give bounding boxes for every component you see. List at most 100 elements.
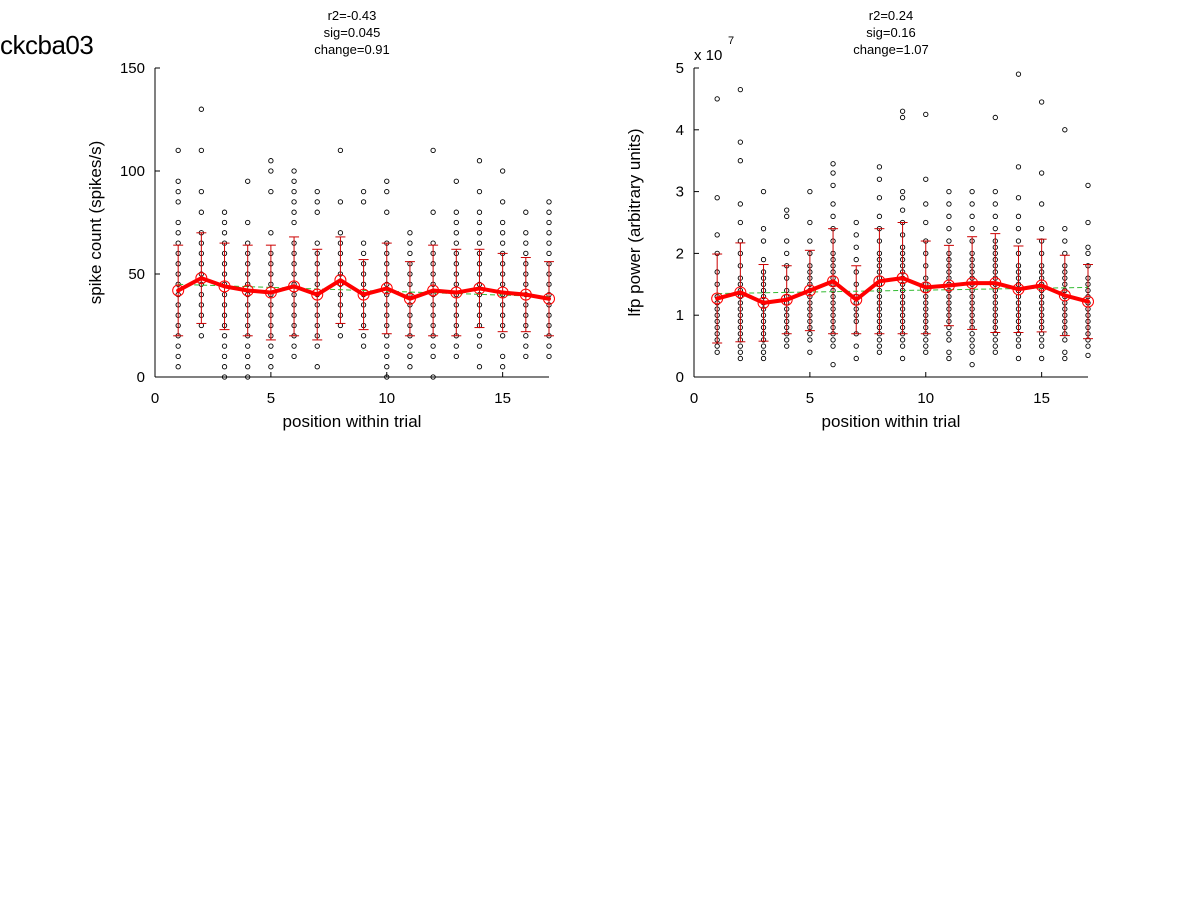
data-point	[1038, 355, 1045, 362]
data-point	[899, 114, 906, 121]
data-point	[992, 337, 998, 343]
data-point	[499, 364, 506, 370]
data-point	[268, 158, 274, 164]
data-point	[923, 343, 929, 349]
mean-marker	[734, 286, 747, 299]
mean-marker	[1082, 295, 1094, 308]
data-point	[360, 240, 367, 246]
stats-annotation: change=0.91	[314, 42, 390, 57]
data-point	[453, 209, 459, 215]
mean-line	[176, 276, 551, 301]
data-point	[291, 188, 297, 195]
data-point	[221, 209, 228, 215]
data-point	[807, 219, 813, 226]
data-point	[360, 343, 367, 349]
data-point	[899, 195, 906, 201]
data-point	[876, 164, 883, 170]
data-point	[523, 250, 529, 257]
data-point	[737, 201, 744, 207]
mean-marker	[172, 284, 185, 297]
data-point	[899, 207, 906, 213]
data-point	[337, 199, 344, 205]
data-point	[476, 343, 483, 349]
data-point	[268, 230, 274, 236]
data-point	[546, 353, 552, 360]
data-point	[407, 364, 413, 370]
mean-marker	[264, 286, 277, 299]
data-point	[830, 343, 836, 349]
data-point	[384, 178, 390, 184]
data-point	[523, 353, 529, 360]
data-point	[291, 353, 297, 360]
chart-panel-2: 0 5 10 15 0 1 2 3 4 5 position within trial lfp pow…	[625, 8, 1094, 431]
data-point	[946, 226, 952, 232]
x-tick-label: 15	[494, 390, 511, 407]
data-point	[175, 364, 181, 370]
data-point	[198, 209, 205, 215]
mean-marker	[1035, 279, 1048, 292]
data-point	[807, 188, 813, 195]
data-point	[969, 361, 975, 368]
data-point	[314, 209, 320, 215]
data-point	[946, 238, 952, 244]
data-point	[360, 188, 367, 195]
mean-marker	[241, 284, 254, 297]
stats-annotation: sig=0.045	[324, 25, 381, 40]
stats-annotation: r2=-0.43	[328, 8, 377, 23]
data-point	[992, 349, 998, 355]
data-point	[1062, 349, 1068, 355]
stats-annotation: r2=0.24	[869, 8, 913, 23]
data-point	[453, 343, 459, 349]
data-point	[737, 219, 744, 226]
data-point	[992, 188, 998, 195]
data-point	[830, 161, 836, 167]
data-point	[476, 364, 483, 370]
mean-marker	[288, 280, 301, 293]
data-point	[830, 361, 836, 368]
data-point	[992, 226, 998, 232]
data-point	[737, 86, 744, 93]
mean-marker	[780, 293, 793, 306]
data-point	[969, 337, 975, 343]
data-point	[198, 106, 205, 112]
data-point	[784, 337, 790, 343]
data-point	[523, 343, 529, 349]
data-point	[1038, 343, 1045, 349]
data-point	[245, 178, 251, 184]
data-point	[853, 343, 859, 349]
data-point	[899, 343, 906, 349]
data-point	[291, 199, 297, 205]
data-point	[737, 158, 744, 164]
data-point	[992, 343, 998, 349]
data-point	[523, 333, 529, 339]
data-point	[453, 178, 459, 184]
data-point	[1038, 337, 1045, 343]
data-point	[1015, 213, 1022, 219]
data-point	[946, 188, 952, 195]
data-point	[268, 353, 274, 360]
y-axis-exponent-power: 7	[728, 35, 734, 47]
data-point	[175, 353, 181, 360]
data-point	[268, 364, 274, 370]
data-point	[969, 349, 975, 355]
mean-marker	[496, 286, 509, 299]
data-point	[1085, 343, 1091, 349]
data-point	[499, 219, 506, 226]
data-point	[546, 240, 552, 246]
data-point	[476, 188, 483, 195]
data-point	[291, 209, 297, 215]
data-point	[175, 219, 181, 226]
mean-marker	[1012, 283, 1025, 296]
data-point	[175, 188, 181, 195]
data-point	[291, 168, 297, 174]
data-point	[1015, 355, 1022, 362]
data-point	[876, 349, 883, 355]
data-point	[175, 240, 181, 246]
data-point	[291, 219, 297, 226]
data-point	[337, 230, 344, 236]
data-point	[221, 364, 228, 370]
data-point	[1085, 244, 1091, 250]
data-point	[245, 364, 251, 370]
